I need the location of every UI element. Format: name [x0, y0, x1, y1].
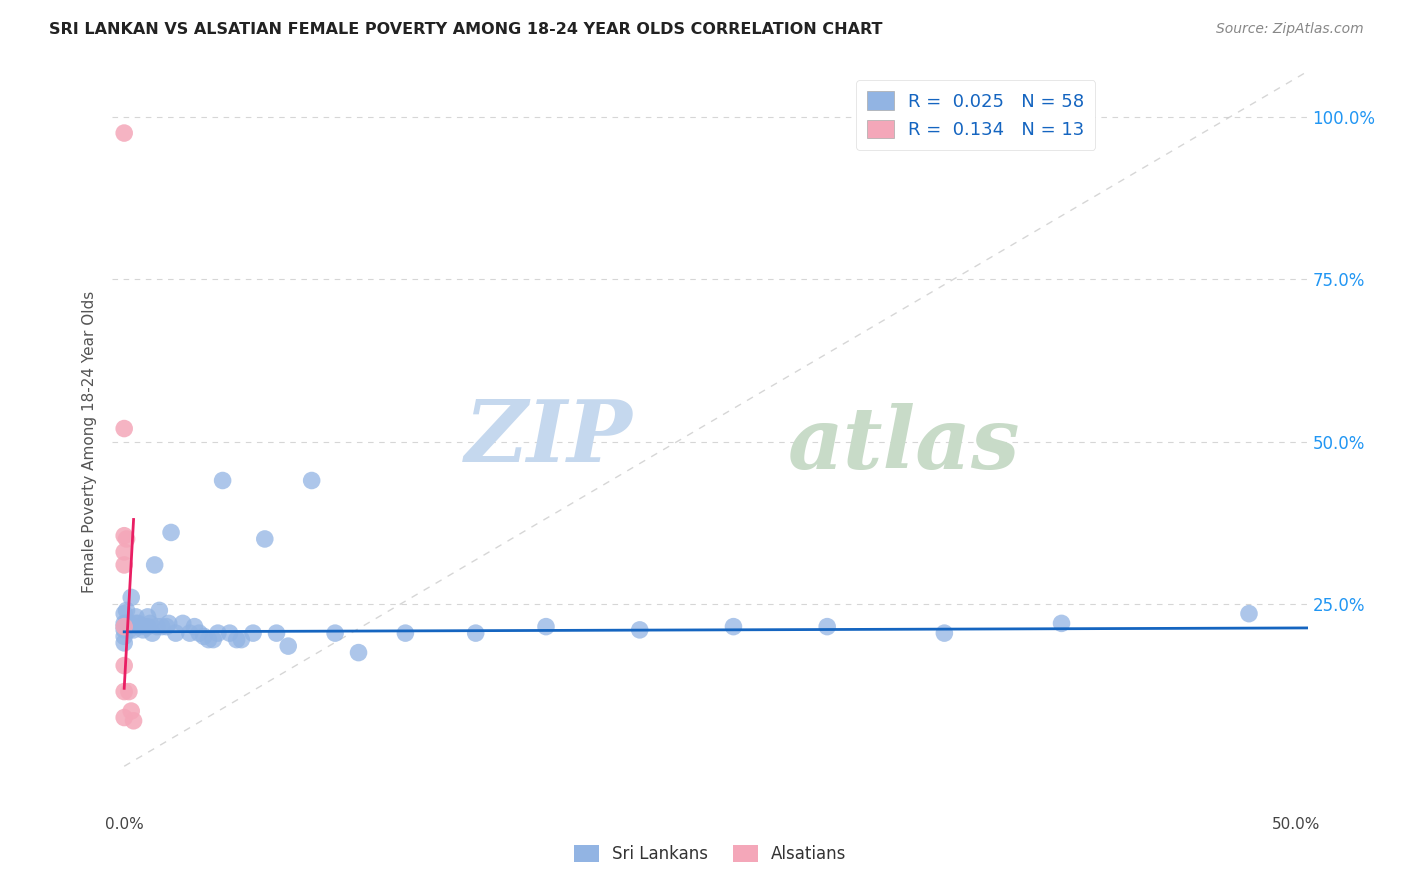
Point — [146, 620, 169, 634]
Point — [534, 620, 557, 634]
Point — [934, 626, 956, 640]
Point — [165, 626, 187, 640]
Point — [122, 623, 145, 637]
Point — [115, 616, 138, 631]
Point — [157, 616, 180, 631]
Text: Source: ZipAtlas.com: Source: ZipAtlas.com — [1216, 22, 1364, 37]
Point — [112, 126, 135, 140]
Point — [172, 616, 194, 631]
Text: atlas: atlas — [787, 403, 1021, 487]
Point — [112, 710, 135, 724]
Point — [188, 626, 211, 640]
Point — [118, 623, 141, 637]
Point — [277, 639, 299, 653]
Legend: Sri Lankans, Alsatians: Sri Lankans, Alsatians — [567, 838, 853, 870]
Point — [193, 629, 215, 643]
Point — [125, 610, 148, 624]
Point — [112, 620, 135, 634]
Point — [1050, 616, 1073, 631]
Point — [115, 532, 138, 546]
Text: ZIP: ZIP — [464, 396, 633, 480]
Point — [115, 603, 138, 617]
Point — [118, 684, 141, 698]
Point — [112, 616, 135, 631]
Point — [266, 626, 288, 640]
Point — [815, 620, 838, 634]
Y-axis label: Female Poverty Among 18-24 Year Olds: Female Poverty Among 18-24 Year Olds — [82, 291, 97, 592]
Point — [112, 558, 135, 572]
Point — [231, 632, 253, 647]
Point — [207, 626, 229, 640]
Point — [129, 620, 152, 634]
Point — [127, 616, 149, 631]
Point — [120, 704, 142, 718]
Point — [125, 616, 148, 631]
Point — [112, 421, 135, 435]
Point — [723, 620, 745, 634]
Point — [347, 646, 370, 660]
Point — [112, 529, 135, 543]
Point — [120, 591, 142, 605]
Point — [394, 626, 416, 640]
Point — [197, 632, 219, 647]
Point — [112, 607, 135, 621]
Point — [112, 620, 135, 634]
Point — [218, 626, 240, 640]
Point — [112, 545, 135, 559]
Point — [148, 603, 170, 617]
Text: SRI LANKAN VS ALSATIAN FEMALE POVERTY AMONG 18-24 YEAR OLDS CORRELATION CHART: SRI LANKAN VS ALSATIAN FEMALE POVERTY AM… — [49, 22, 883, 37]
Point — [211, 474, 233, 488]
Point — [134, 620, 156, 634]
Point — [155, 620, 177, 634]
Point — [136, 610, 159, 624]
Point — [464, 626, 486, 640]
Point — [118, 616, 141, 631]
Point — [132, 623, 155, 637]
Point — [143, 558, 166, 572]
Point — [112, 623, 135, 637]
Point — [301, 474, 323, 488]
Point — [179, 626, 201, 640]
Point — [323, 626, 346, 640]
Point — [141, 626, 163, 640]
Point — [122, 714, 145, 728]
Point — [202, 632, 225, 647]
Point — [1237, 607, 1260, 621]
Point — [139, 616, 162, 631]
Point — [160, 525, 183, 540]
Point — [112, 636, 135, 650]
Point — [253, 532, 276, 546]
Point — [628, 623, 651, 637]
Point — [112, 658, 135, 673]
Point — [112, 684, 135, 698]
Point — [225, 632, 247, 647]
Point — [242, 626, 264, 640]
Point — [136, 620, 159, 634]
Point — [150, 620, 173, 634]
Point — [112, 629, 135, 643]
Point — [183, 620, 205, 634]
